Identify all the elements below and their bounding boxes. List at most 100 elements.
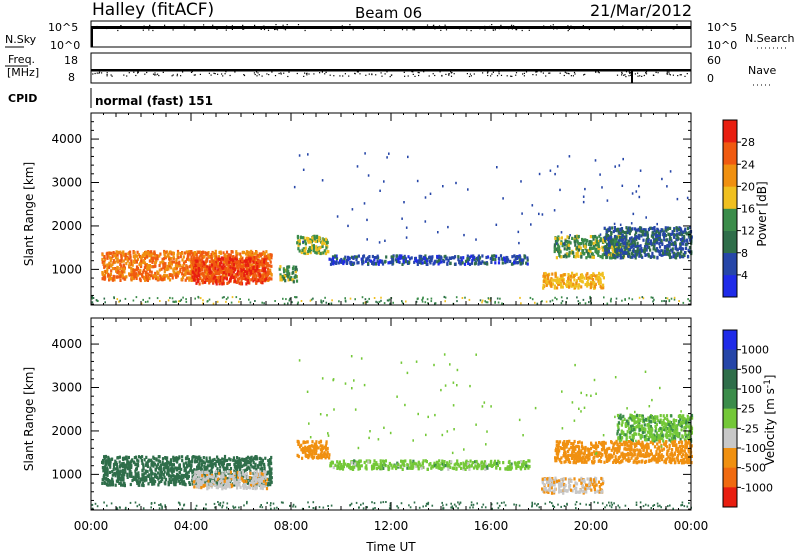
data-cell [417, 260, 420, 264]
data-cell [172, 255, 175, 259]
data-cell [171, 471, 174, 475]
data-cell [149, 477, 152, 481]
ground-cell [212, 302, 215, 305]
data-cell [425, 262, 428, 266]
data-cell [209, 459, 212, 463]
data-cell [235, 470, 238, 475]
data-cell [230, 473, 233, 477]
data-cell [627, 227, 630, 231]
data-cell [226, 281, 229, 285]
data-cell [143, 458, 146, 462]
data-cell [147, 459, 150, 463]
data-cell [225, 250, 229, 254]
nsearch-label: N.Search [745, 32, 795, 45]
nave-dot [94, 72, 96, 75]
data-cell [632, 253, 635, 257]
ground-cell [320, 301, 322, 304]
nave-dot [133, 71, 135, 73]
data-cell [438, 254, 441, 258]
data-cell [130, 465, 133, 470]
data-cell [558, 280, 561, 284]
nsky-marks [91, 24, 691, 47]
data-cell [414, 256, 417, 261]
data-cell [172, 481, 175, 485]
data-cell [556, 280, 559, 284]
nave-dot [111, 75, 113, 77]
data-cell [235, 275, 238, 279]
data-cell [233, 463, 236, 467]
nsky-dot [330, 29, 332, 31]
sparse-cell [686, 196, 689, 200]
data-cell [203, 467, 206, 471]
nsky-dot [148, 29, 150, 31]
data-cell [255, 250, 258, 254]
data-cell [180, 467, 183, 471]
data-cell [131, 478, 134, 483]
data-cell [550, 284, 553, 288]
ground-cell [444, 300, 446, 303]
nsky-dot [588, 28, 590, 31]
data-cell [429, 261, 432, 265]
data-cell [306, 251, 309, 255]
nsky-dot [349, 24, 351, 26]
data-cell [621, 237, 625, 242]
data-cell [217, 268, 220, 272]
data-cell [257, 273, 260, 277]
data-cell [556, 243, 560, 247]
nave-dot [208, 72, 210, 74]
data-cell [208, 255, 211, 259]
data-cell [303, 239, 307, 243]
data-cell [573, 240, 576, 244]
ground-cell [501, 302, 503, 305]
sparse-cell [356, 165, 359, 168]
data-cell [381, 260, 384, 264]
nave-dot [583, 74, 585, 76]
data-cell [216, 455, 219, 459]
data-cell [265, 487, 269, 491]
data-cell [146, 464, 149, 469]
nave-dot [572, 75, 574, 77]
data-cell [171, 463, 174, 467]
nsky-dot [505, 26, 507, 28]
data-cell [367, 262, 370, 266]
data-cell [186, 455, 189, 459]
nsky-dot [459, 26, 462, 28]
nsky-dot [521, 29, 523, 32]
data-cell [150, 253, 153, 257]
nave-dot [176, 75, 178, 77]
nsky-dot [216, 28, 218, 30]
ground-cell [666, 297, 669, 300]
data-cell [145, 274, 148, 278]
nsky-dot [582, 25, 584, 27]
data-cell [560, 236, 563, 240]
ground-cell [673, 296, 676, 299]
data-cell [208, 271, 211, 275]
nsky-dot [437, 26, 439, 28]
data-cell [362, 255, 365, 259]
nave-dot [666, 72, 668, 75]
nsky-dot [226, 25, 228, 27]
data-cell [614, 243, 617, 247]
data-cell [503, 256, 506, 260]
data-cell [101, 260, 104, 264]
data-cell [613, 237, 616, 241]
data-cell [188, 265, 191, 269]
data-cell [373, 258, 376, 262]
data-cell [513, 254, 516, 258]
data-cell [116, 250, 119, 254]
data-cell [523, 254, 526, 258]
data-cell [219, 474, 222, 478]
data-cell [304, 249, 307, 253]
data-cell [213, 270, 216, 275]
nsky-dot [186, 25, 188, 28]
data-cell [631, 227, 634, 231]
data-cell [556, 276, 559, 280]
data-cell [650, 255, 653, 259]
data-cell [164, 250, 167, 254]
data-cell [413, 260, 416, 264]
data-cell [203, 465, 206, 469]
data-cell [377, 262, 380, 266]
data-cell [245, 282, 248, 286]
data-cell [209, 479, 212, 483]
data-cell [205, 456, 208, 460]
